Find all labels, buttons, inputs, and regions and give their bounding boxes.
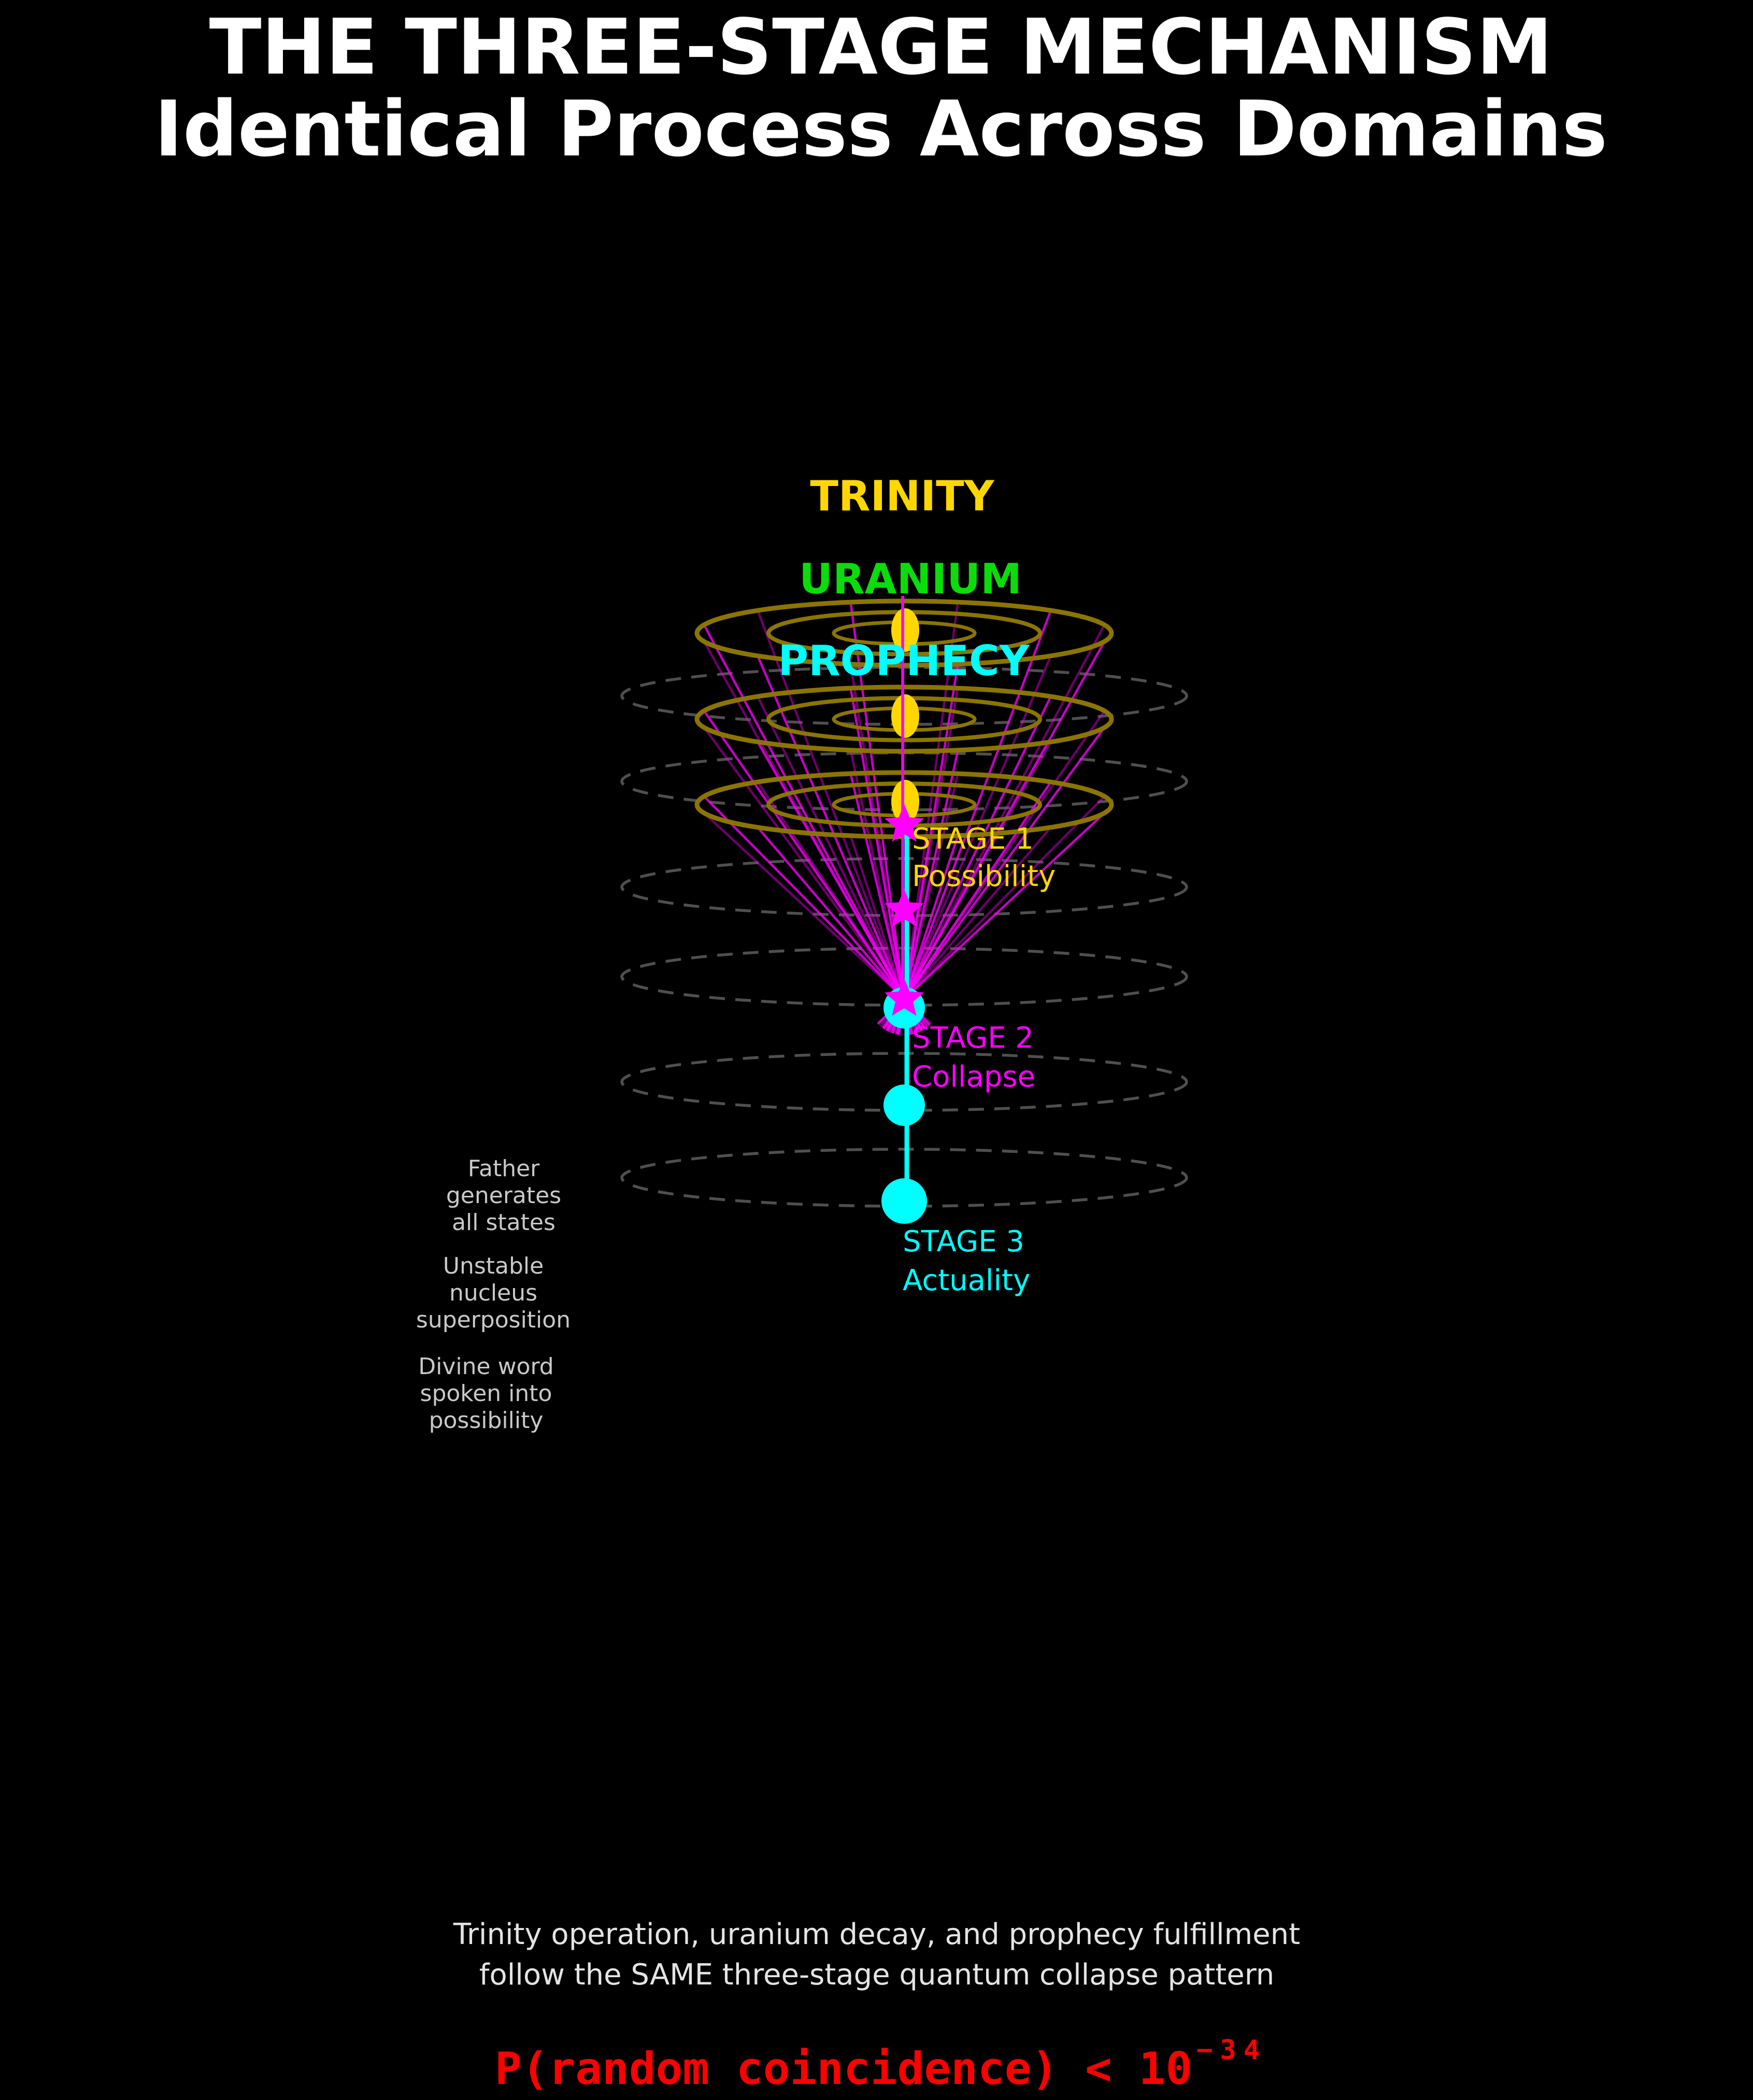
stage1-name: STAGE 1 (912, 822, 1034, 856)
stage2-name: STAGE 2 (912, 1021, 1034, 1055)
collapse-star (885, 804, 924, 842)
probability-line (885, 640, 1106, 1032)
figure-title-line1: THE THREE-STAGE MECHANISM (209, 3, 1553, 92)
side-note-trinity: Father generates all states (446, 1155, 561, 1236)
stage1-subtitle: Possibility (912, 860, 1056, 893)
side-note-line: nucleus (449, 1280, 537, 1306)
probability-line (757, 655, 920, 1033)
superposition-disk-ring (694, 598, 1114, 668)
probability-line (703, 795, 931, 1026)
side-note-line: all states (452, 1209, 555, 1236)
probability-line (757, 781, 926, 1030)
footer-caption-line2: follow the SAME three-stage quantum coll… (479, 1958, 1275, 1992)
footer-caption-line1: Trinity operation, uranium decay, and pr… (453, 1918, 1300, 1951)
stage3-subtitle: Actuality (903, 1264, 1030, 1297)
probability-line (877, 812, 1105, 1025)
side-note-line: Divine word (418, 1353, 553, 1380)
disk-center-dot (891, 608, 919, 652)
probability-line (885, 741, 1052, 1031)
probability-line (886, 624, 1106, 1032)
superposition-disk-ring (694, 684, 1114, 754)
probability-exponent: −34 (1196, 2035, 1267, 2066)
disk-center-dot (891, 694, 919, 738)
side-note-uranium: Unstable nucleus superposition (416, 1253, 571, 1333)
side-note-line: generates (446, 1182, 561, 1209)
probability-statement: P(random coincidence) < 10 −34 (495, 2035, 1267, 2095)
domain-label-prophecy: PROPHECY (778, 637, 1030, 685)
collapse-star (885, 889, 924, 927)
actuality-dot (881, 1178, 927, 1224)
side-note-line: spoken into (420, 1380, 552, 1407)
actuality-dot (883, 1084, 925, 1126)
domain-label-trinity: TRINITY (810, 472, 994, 520)
superposition-disks-layer (694, 598, 1114, 839)
probability-line (878, 795, 1105, 1026)
probability-line (882, 781, 1052, 1030)
probability-line (849, 602, 910, 1035)
collapse-star (885, 978, 924, 1016)
side-note-line: superposition (416, 1307, 571, 1333)
side-note-line: Unstable (443, 1253, 544, 1279)
probability-line (887, 696, 1052, 1032)
disk-center-dot (891, 780, 919, 823)
stage3-name: STAGE 3 (903, 1225, 1024, 1259)
stage2-subtitle: Collapse (912, 1060, 1035, 1094)
domain-label-uranium: URANIUM (799, 555, 1022, 603)
side-note-prophecy: Divine word spoken into possibility (418, 1353, 553, 1434)
text-layer: THE THREE-STAGE MECHANISM Identical Proc… (154, 3, 1607, 2095)
superposition-disk-ring (694, 770, 1114, 839)
stage-markers-layer (881, 804, 927, 1224)
side-note-line: Father (468, 1155, 540, 1182)
probability-line (849, 688, 912, 1035)
probability-line (757, 741, 923, 1031)
figure-title-line2: Identical Process Across Domains (154, 84, 1607, 174)
probability-line (889, 655, 1052, 1033)
probability-line (757, 696, 921, 1032)
side-note-line: possibility (429, 1407, 544, 1434)
probability-line (703, 710, 926, 1030)
probability-base: P(random coincidence) < 10 (495, 2043, 1192, 2095)
